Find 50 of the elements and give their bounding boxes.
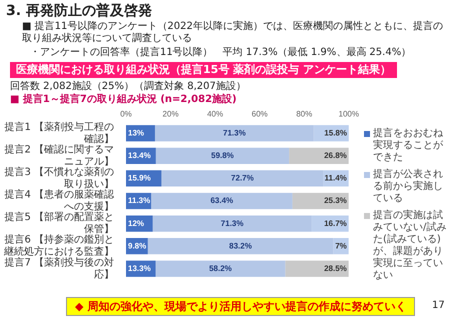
x-tick-label: 0% <box>120 109 132 118</box>
text: 3. 再発防止の普及啓発 <box>6 3 152 19</box>
data-label: 15.9% <box>128 174 151 183</box>
bar <box>285 260 349 277</box>
data-label: 13.3% <box>128 264 151 273</box>
data-label: 12% <box>128 218 144 228</box>
bar <box>289 148 349 164</box>
legend-label: 提言の実施は試みていない/試みた(試みている)が、課題があり実現に至っていない <box>373 210 448 282</box>
legend-label: 提言をおおむね実現することができた <box>373 128 444 164</box>
x-tick-label: 100% <box>338 109 360 118</box>
bar <box>156 260 286 277</box>
chart-title: 医療機関における取り組み状況（提言15号 薬剤の誤投与 アンケート結果） <box>10 62 397 78</box>
data-label: 7% <box>335 241 347 250</box>
y-tick-label: 提言4 【患者の服薬確認への支援】 <box>4 188 114 213</box>
y-tick-label: 提言5 【部署の配置薬と保管】 <box>4 211 114 236</box>
data-label: 9.8% <box>128 241 146 250</box>
text: 回答数 2,082施設（25%）（調査対象 8,207施設） <box>10 81 246 93</box>
data-label: 63.4% <box>210 196 234 206</box>
legend-label: 提言が公表される前から実施している <box>373 169 444 205</box>
text: 17 <box>432 300 445 312</box>
x-tick-label: 20% <box>162 109 179 118</box>
text: ■ 提言11号以降のアンケート（2022年以降に実施）では、医療機関の属性とともに、提言の取り組み状況等について調査している <box>22 21 444 45</box>
data-label: 59.8% <box>211 151 234 160</box>
data-label: 11.3% <box>128 196 150 206</box>
data-label: 16.7% <box>324 218 347 228</box>
y-tick-label: 提言1 【薬剤投与工程の確認】 <box>4 120 114 145</box>
data-label: 13% <box>128 128 144 138</box>
data-label: 28.5% <box>324 264 347 273</box>
bar <box>156 148 290 164</box>
text: ・アンケートの回答率（提言11号以降） 平均 17.3%（最低 1.9%、最高 25.4%） <box>30 47 412 59</box>
chart-subtitle: ■ 提言1～提言7の取り組み状況 (n=2,082施設) <box>10 94 237 106</box>
data-label: 26.8% <box>324 151 347 160</box>
bar <box>151 192 292 210</box>
data-label: 13.4% <box>128 151 151 160</box>
data-label: 58.2% <box>209 264 232 273</box>
data-label: 71.3% <box>220 218 244 228</box>
x-tick-label: 60% <box>252 109 268 118</box>
data-label: 72.7% <box>231 174 254 183</box>
y-tick-label: 提言6 【持参薬の鑑別と継続処方における監査】 <box>3 234 114 258</box>
data-label: 11.4% <box>324 174 347 183</box>
text: ◆ 周知の強化や、現場でより活用しやすい提言の作成に努めていく <box>66 297 416 316</box>
y-tick-label: 提言7 【薬剤投与後の対応】 <box>4 256 114 280</box>
y-tick-label: 提言3 【不慣れな薬剤の取り扱い】 <box>4 166 114 190</box>
data-label: 25.3% <box>324 196 347 206</box>
y-tick-label: 提言2 【確認に関するマニュアル】 <box>4 143 114 168</box>
data-label: 83.2% <box>229 241 252 250</box>
x-tick-label: 80% <box>296 109 312 118</box>
data-label: 15.8% <box>324 128 347 138</box>
x-tick-label: 40% <box>207 109 224 118</box>
data-label: 71.3% <box>223 128 246 138</box>
